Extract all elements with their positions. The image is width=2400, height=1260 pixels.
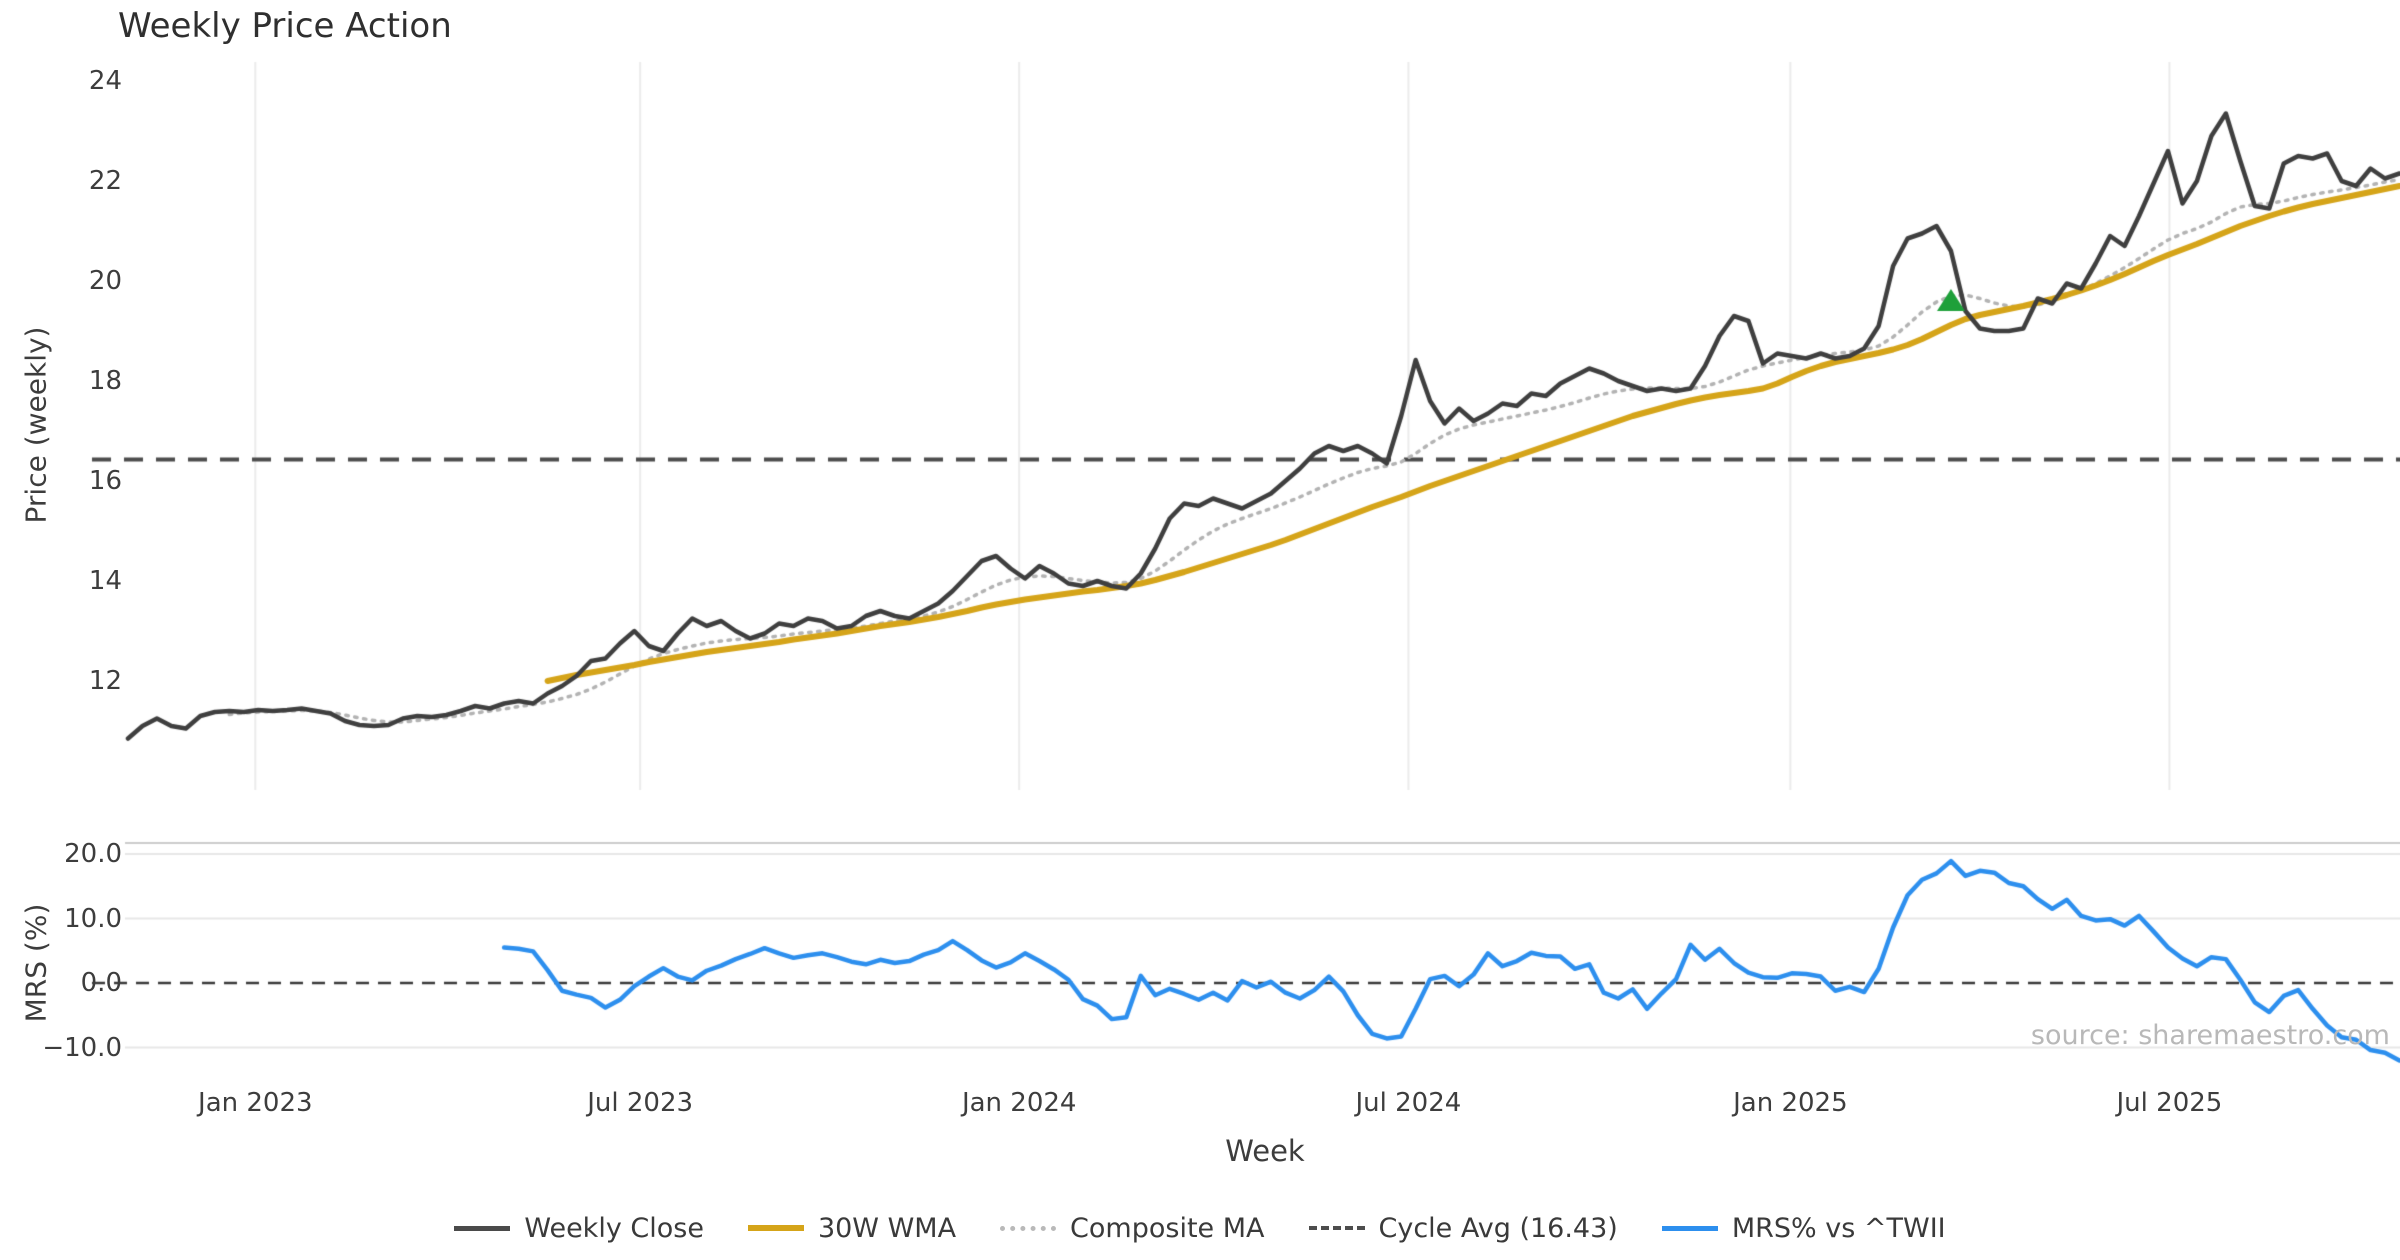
legend-item-cycle-avg: Cycle Avg (16.43) <box>1308 1212 1618 1244</box>
legend-item-label: Composite MA <box>1070 1212 1265 1244</box>
legend-item-label: 30W WMA <box>817 1212 957 1244</box>
legend-item-mrs-vs-twii: MRS% vs ^TWII <box>1661 1212 1946 1244</box>
legend-item-label: Cycle Avg (16.43) <box>1378 1212 1618 1244</box>
x-tick-label: Jan 2024 <box>961 1088 1077 1118</box>
x-tick-label: Jul 2024 <box>1355 1088 1462 1118</box>
price-ytick-label: 14 <box>88 566 122 596</box>
legend-item-weekly-close: Weekly Close <box>454 1213 704 1244</box>
mrs-ytick-label: −10.0 <box>42 1032 122 1063</box>
price-ytick-label: 22 <box>88 166 122 196</box>
legend-item-label: Weekly Close <box>524 1212 704 1244</box>
price-ytick-label: 12 <box>88 666 122 696</box>
weekly-close-line-swatch-icon <box>454 1225 511 1231</box>
price-ytick-label: 24 <box>88 66 122 96</box>
price-ytick-label: 20 <box>88 266 122 296</box>
cycle-avg-line-swatch-icon <box>1308 1226 1365 1230</box>
legend-item-composite-ma: Composite MA <box>1000 1212 1265 1244</box>
30w-wma-line-swatch-icon <box>747 1225 804 1231</box>
price-ytick-label: 16 <box>88 466 122 496</box>
chart-title: Weekly Price Action <box>118 6 452 46</box>
mrs-ytick-label: 0.0 <box>80 968 122 998</box>
mrs-ytick-label: 20.0 <box>64 839 122 869</box>
source-watermark: source: sharemaestro.com <box>2030 1020 2390 1051</box>
x-tick-label: Jul 2023 <box>587 1088 694 1118</box>
legend: Weekly Close 30W WMA Composite MA Cycle Avg… <box>0 1202 2400 1254</box>
price-ytick-label: 18 <box>88 366 122 396</box>
composite-ma-line-swatch-icon <box>1000 1225 1057 1231</box>
legend-item-30w-wma: 30W WMA <box>747 1212 957 1244</box>
legend-item-label: MRS% vs ^TWII <box>1731 1212 1946 1244</box>
x-tick-label: Jul 2025 <box>2116 1088 2223 1118</box>
x-axis-label: Week <box>1225 1134 1305 1168</box>
x-tick-label: Jan 2023 <box>198 1088 313 1118</box>
mrs-ytick-label: 10.0 <box>64 903 122 934</box>
x-tick-label: Jan 2025 <box>1733 1088 1848 1118</box>
mrs-vs-twii-line-swatch-icon <box>1661 1225 1718 1231</box>
